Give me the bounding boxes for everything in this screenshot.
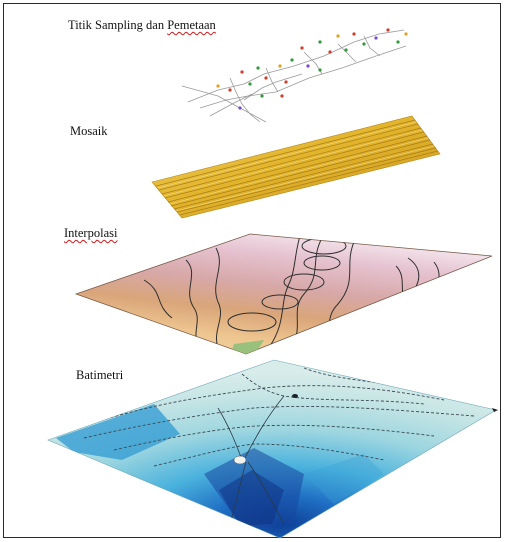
figure-frame: Titik Sampling dan Pemetaan <box>3 3 501 539</box>
sampling-points <box>216 28 408 110</box>
interpolation-layer <box>74 233 493 355</box>
seabed-feature <box>292 394 298 398</box>
mosaic-swath-lines <box>155 119 439 216</box>
seabed-mound <box>233 455 247 465</box>
layer-title-mosaic: Mosaik <box>70 124 108 138</box>
sampling-map-layer <box>181 28 408 123</box>
bathymetry-layer <box>47 359 498 539</box>
layer-title-sampling-flagged-word: Pemetaan <box>167 18 216 32</box>
layer-title-bathymetry: Batimetri <box>76 368 124 382</box>
layer-title-interpolation-text: Interpolasi <box>64 226 118 240</box>
layer-title-sampling: Titik Sampling dan Pemetaan <box>68 18 216 33</box>
layer-title-sampling-text: Titik Sampling dan <box>68 18 168 32</box>
interpolation-surface <box>74 233 493 355</box>
layer-title-interpolation: Interpolasi <box>64 226 117 241</box>
mosaic-layer <box>151 115 441 219</box>
